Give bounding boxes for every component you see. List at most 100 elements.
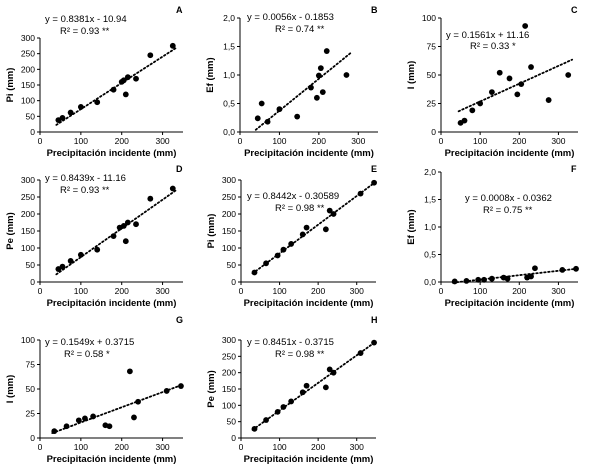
y-tick-label: 75 (26, 360, 36, 370)
y-tick-label: 300 (222, 175, 236, 185)
x-tick-label: 100 (272, 442, 286, 452)
regression-equation: y = 0.8451x - 0.3715 (247, 337, 334, 348)
x-tick-label: 300 (551, 286, 565, 296)
panel-label: E (371, 164, 377, 174)
data-point (322, 384, 329, 391)
data-point (488, 89, 495, 95)
x-tick-label: 100 (74, 136, 88, 146)
data-point (559, 267, 566, 273)
r-squared: R² = 0.75 ** (483, 205, 533, 216)
data-point (67, 109, 74, 116)
data-point (299, 389, 306, 396)
data-point (565, 72, 572, 78)
panel-label: A (176, 5, 183, 15)
data-point (545, 97, 552, 103)
data-point (518, 81, 525, 88)
x-tick-label: 0 (38, 286, 43, 296)
data-point (303, 382, 310, 389)
data-point (463, 278, 470, 284)
data-point (317, 65, 324, 72)
data-point (371, 339, 377, 346)
y-tick-label: 250 (21, 49, 35, 59)
x-tick-label: 200 (512, 136, 526, 146)
data-point (308, 84, 314, 91)
y-tick-label: 50 (427, 70, 437, 80)
y-tick-label: 75 (427, 42, 437, 52)
y-tick-label: 0,0 (223, 127, 235, 137)
y-tick-label: 100 (21, 335, 35, 345)
data-point (528, 273, 534, 280)
y-tick-label: 50 (26, 260, 36, 270)
y-tick-label: 50 (227, 260, 237, 270)
data-point (280, 246, 287, 253)
regression-equation: y = 0.1549x + 0.3715 (45, 337, 134, 348)
x-tick-label: 200 (115, 136, 129, 146)
data-point (506, 75, 513, 82)
panel-label: F (571, 164, 577, 174)
y-tick-label: 1,5 (223, 42, 235, 52)
x-axis-label: Precipitación incidente (mm) (47, 454, 177, 465)
x-tick-label: 300 (155, 286, 169, 296)
y-tick-label: 100 (222, 400, 236, 410)
data-point (481, 276, 487, 283)
y-tick-label: 300 (222, 335, 236, 345)
y-tick-label: 0 (231, 277, 236, 287)
y-axis-label: I (mm) (406, 61, 417, 90)
x-tick-label: 100 (74, 442, 88, 452)
data-point (120, 223, 127, 229)
data-point (451, 278, 458, 285)
y-tick-label: 150 (21, 80, 35, 90)
data-point (322, 226, 329, 233)
y-axis-label: Ef (mm) (205, 57, 216, 92)
x-tick-label: 0 (38, 442, 43, 452)
chart-panel-c: 0 100 200 300 0 25 50 75 100 Precipitación incide… (406, 5, 578, 159)
y-tick-label: 2,0 (424, 167, 436, 177)
data-point (280, 404, 287, 410)
data-point (315, 72, 322, 79)
panel-label: H (371, 315, 378, 325)
data-point (504, 275, 511, 282)
x-axis-label: Precipitación incidente (mm) (445, 148, 575, 159)
y-axis-label: Pe (mm) (5, 212, 16, 249)
panel-label: B (371, 5, 378, 15)
data-point (313, 94, 320, 101)
trend-line (251, 340, 377, 431)
y-tick-label: 25 (26, 409, 36, 419)
regression-equation: y = 0.8442x - 0.30589 (247, 191, 339, 202)
data-point (63, 423, 70, 430)
data-point (163, 388, 170, 394)
data-point (110, 86, 117, 93)
trend-line (254, 52, 352, 131)
y-axis-label: Pe (mm) (206, 370, 217, 407)
y-tick-label: 300 (21, 33, 35, 43)
data-point (178, 383, 184, 389)
x-tick-label: 300 (155, 442, 169, 452)
y-tick-label: 100 (21, 96, 35, 106)
x-axis-label: Precipitación incidente (mm) (244, 148, 374, 159)
y-tick-label: 0 (30, 127, 35, 137)
x-tick-label: 0 (239, 442, 244, 452)
regression-equation: y = 0.8439x - 11.16 (45, 173, 126, 184)
x-tick-label: 300 (350, 286, 364, 296)
x-axis-label: Precipitación incidente (mm) (244, 454, 374, 465)
x-tick-label: 200 (115, 442, 129, 452)
y-tick-label: 250 (222, 351, 236, 361)
data-point (251, 269, 258, 276)
data-point (288, 241, 295, 247)
y-tick-label: 100 (21, 243, 35, 253)
trend-line (51, 383, 184, 434)
regression-equation: y = 0.1561x + 11.16 (446, 30, 529, 41)
trend-line (451, 267, 579, 284)
r-squared: R² = 0.93 ** (60, 185, 110, 196)
data-point (475, 276, 482, 283)
y-tick-label: 0,5 (223, 99, 235, 109)
data-point (106, 423, 113, 430)
data-point (131, 414, 137, 421)
data-point (122, 91, 129, 98)
y-tick-label: 150 (21, 226, 35, 236)
x-axis-label: Precipitación incidente (mm) (47, 148, 177, 159)
regression-equation: y = 0.0008x - 0.0362 (465, 193, 552, 204)
data-point (59, 263, 66, 270)
r-squared: R² = 0.93 ** (60, 26, 110, 37)
data-point (288, 398, 295, 405)
